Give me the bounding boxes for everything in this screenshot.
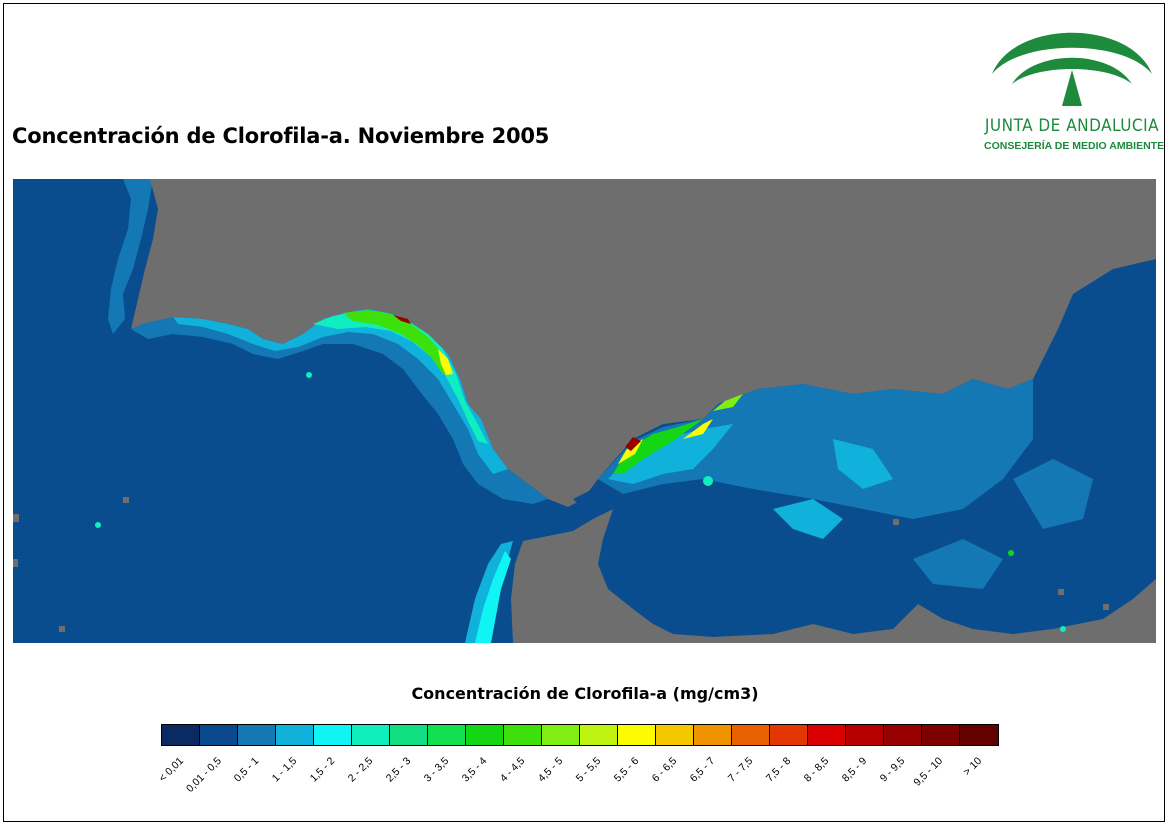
legend-swatch: 5 - 5,5 bbox=[574, 725, 618, 785]
legend-swatch: 1 - 1,5 bbox=[270, 725, 314, 785]
legend-swatch: 2 - 2,5 bbox=[346, 725, 390, 785]
figure-frame bbox=[3, 3, 1165, 822]
legend-swatch: 4,5 - 5 bbox=[536, 725, 580, 785]
legend-swatch: 1,5 - 2 bbox=[308, 725, 352, 785]
legend-swatch: 3 - 3,5 bbox=[422, 725, 466, 785]
logo-name: JUNTA DE ANDALUCIA bbox=[984, 116, 1160, 136]
legend-swatch: 2,5 - 3 bbox=[384, 725, 428, 785]
legend-swatch: 8 - 8,5 bbox=[802, 725, 846, 785]
legend-swatch: 3,5 - 4 bbox=[460, 725, 504, 785]
land-africa bbox=[511, 509, 1156, 643]
legend-swatch: 4 - 4,5 bbox=[498, 725, 542, 785]
legend-swatch: 7 - 7,5 bbox=[726, 725, 770, 785]
land-iberia bbox=[131, 179, 1156, 507]
legend-swatch: 6 - 6,5 bbox=[650, 725, 694, 785]
chlorophyll-map bbox=[13, 179, 1156, 643]
logo: JUNTA DE ANDALUCIA CONSEJERÍA DE MEDIO A… bbox=[984, 14, 1165, 159]
logo-subtitle: CONSEJERÍA DE MEDIO AMBIENTE bbox=[984, 140, 1165, 152]
legend-swatch: 8,5 - 9 bbox=[840, 725, 884, 785]
legend-swatch: > 10 bbox=[960, 725, 998, 778]
legend-swatch: < 0,01 bbox=[156, 725, 200, 784]
legend-swatch: 0,5 - 1 bbox=[232, 725, 276, 785]
legend-swatch: 6,5 - 7 bbox=[688, 725, 732, 785]
legend-swatch: 0,01 - 0,5 bbox=[184, 725, 238, 795]
legend-swatch: 5,5 - 6 bbox=[612, 725, 656, 785]
legend-swatch: 9 - 9,5 bbox=[878, 725, 922, 785]
legend-title: Concentración de Clorofila-a (mg/cm3) bbox=[411, 684, 759, 703]
map-title: Concentración de Clorofila-a. Noviembre … bbox=[12, 124, 550, 148]
legend-swatch: 7,5 - 8 bbox=[764, 725, 808, 785]
legend-swatch: 9,5 - 10 bbox=[912, 725, 960, 789]
junta-andalucia-emblem-icon bbox=[992, 32, 1152, 106]
